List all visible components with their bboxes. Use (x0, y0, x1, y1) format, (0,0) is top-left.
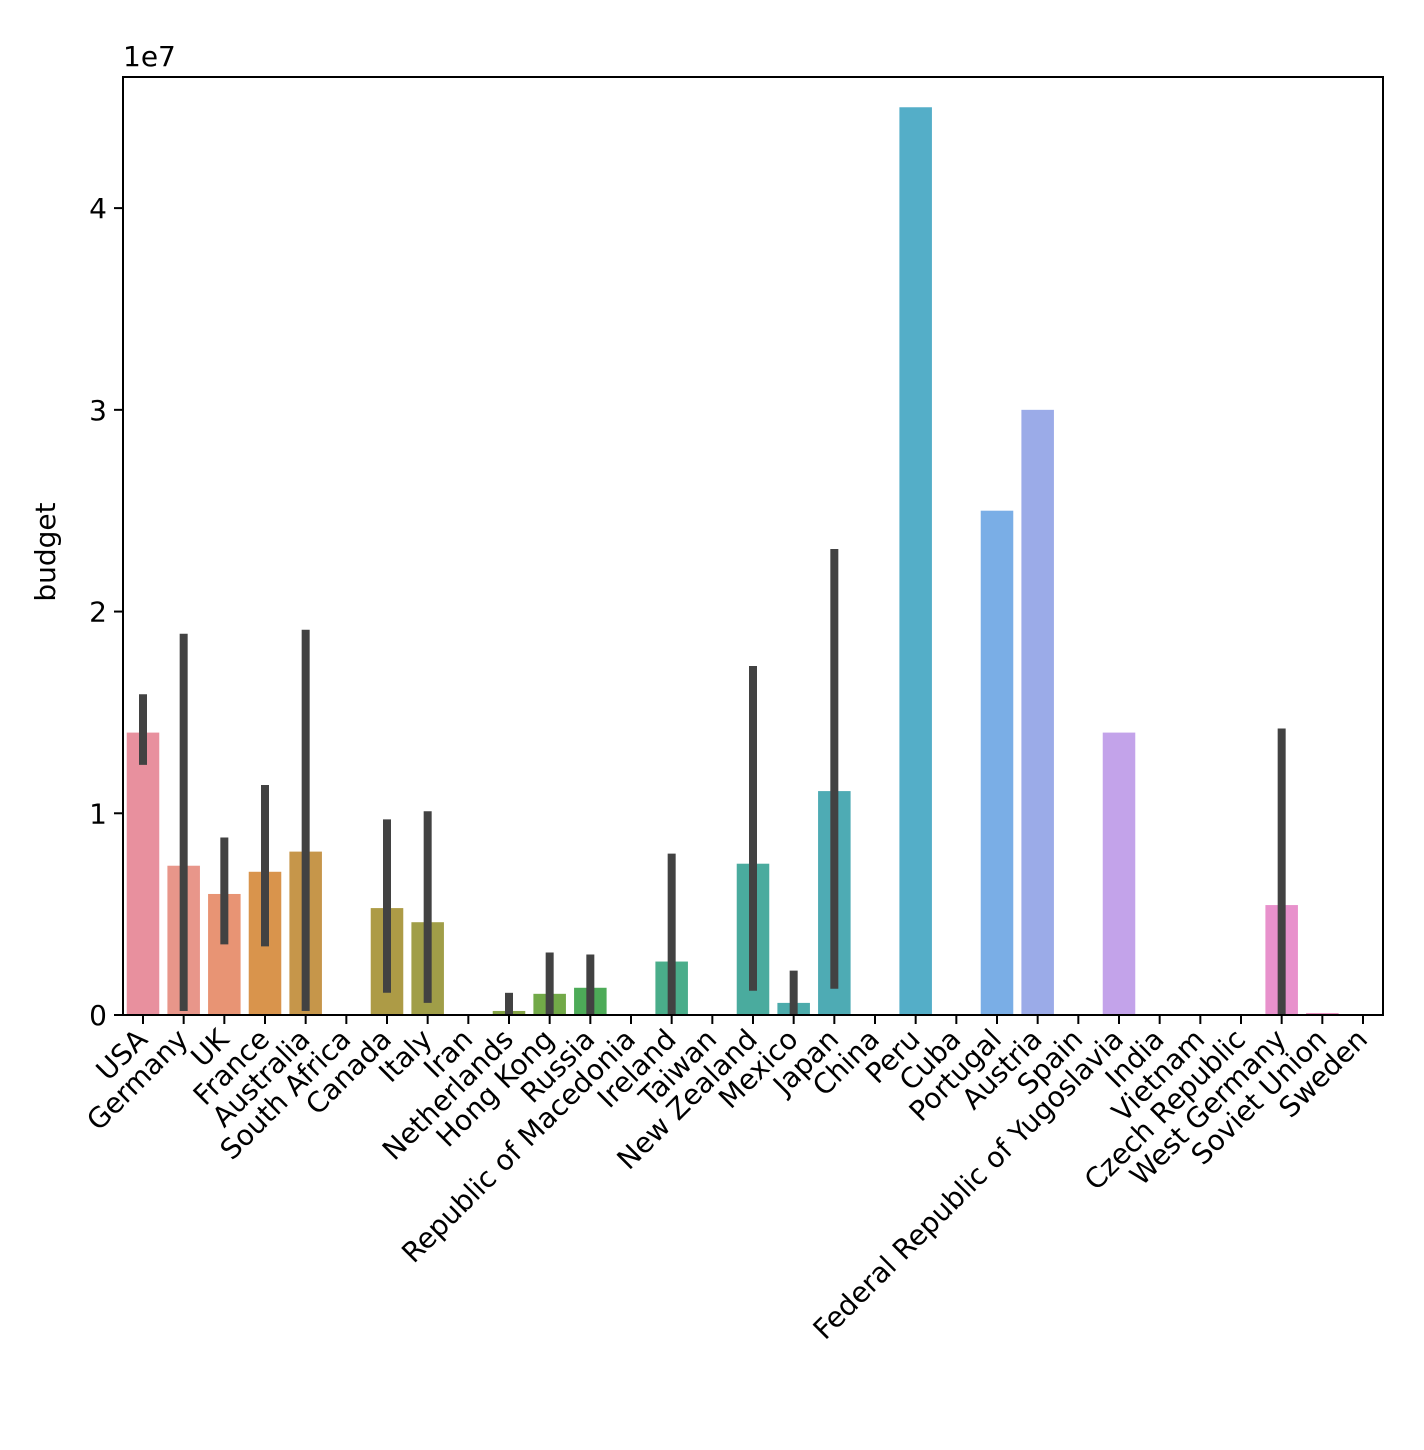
bar-portugal (980, 510, 1014, 1015)
bar-federal-republic-of-yugoslavia (1102, 732, 1136, 1015)
y-tick-label: 2 (89, 596, 107, 629)
y-tick-label: 1 (89, 797, 107, 830)
bar-peru (899, 107, 932, 1016)
error-bars-layer (139, 549, 1286, 1015)
y-axis-label: budget (29, 502, 62, 601)
y-offset-label: 1e7 (123, 40, 176, 73)
y-axis: 0 1 2 3 4 (89, 192, 123, 1032)
y-tick-label: 0 (89, 999, 107, 1032)
y-tick-label: 3 (89, 394, 107, 427)
bar-austria (1021, 409, 1054, 1015)
y-tick-label: 4 (89, 192, 107, 225)
bar-soviet-union (1306, 1012, 1339, 1015)
bars-layer (126, 107, 1339, 1016)
bar-usa (126, 732, 160, 1015)
